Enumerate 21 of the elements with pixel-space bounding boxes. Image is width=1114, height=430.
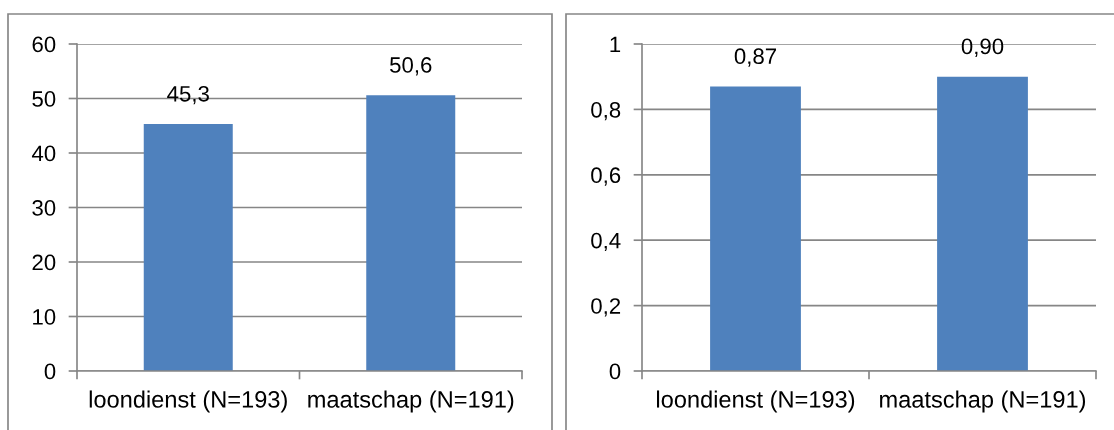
data-label: 45,3 xyxy=(167,85,209,105)
data-label: 0,90 xyxy=(961,38,1004,57)
y-tick-label: 20 xyxy=(32,254,56,271)
x-tick-label: loondienst (N=193) xyxy=(89,390,287,413)
y-tick-label: 0,6 xyxy=(591,167,621,186)
y-tick-label: 0,8 xyxy=(591,101,621,121)
data-label: 0,87 xyxy=(734,48,777,67)
y-tick-label: 0 xyxy=(44,363,56,380)
x-tick-label: maatschap (N=191) xyxy=(308,390,514,413)
y-tick-label: 60 xyxy=(32,36,56,53)
y-tick-label: 40 xyxy=(31,145,56,162)
y-tick-label: 10 xyxy=(33,309,56,325)
y-tick-label: 50 xyxy=(32,91,56,107)
y-tick-label: 1 xyxy=(610,36,621,53)
y-tick-label: 0,2 xyxy=(591,298,621,317)
x-tick-label: loondienst (N=193) xyxy=(657,390,855,413)
data-label: 50,6 xyxy=(390,57,432,76)
y-tick-label: 0,4 xyxy=(591,232,621,252)
y-tick-label: 0 xyxy=(609,363,621,380)
y-tick-label: 30 xyxy=(32,200,56,216)
x-tick-label: maatschap (N=191) xyxy=(880,390,1086,413)
